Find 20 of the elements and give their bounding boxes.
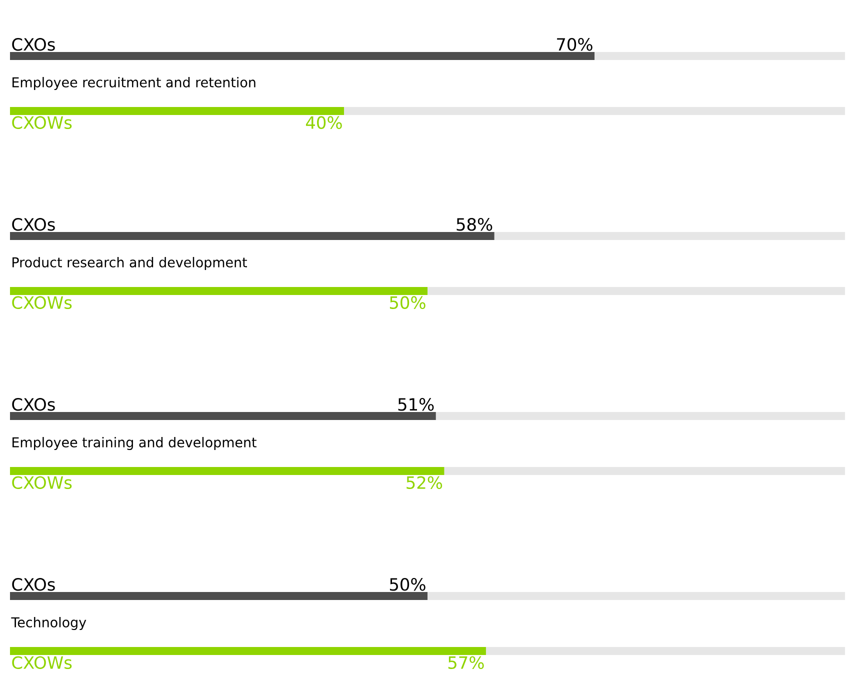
text: CXOs (12, 218, 55, 231)
data-label: 40% (306, 116, 342, 129)
text: CXOWs (12, 296, 72, 309)
text: CXOs (12, 38, 55, 51)
data-label: 51% (398, 398, 434, 411)
data-label: 50% (390, 296, 426, 309)
data-label: 70% (557, 38, 592, 51)
series-label: CXOWs (12, 116, 72, 129)
data-label: 58% (456, 218, 492, 231)
series-label: CXOs (12, 398, 55, 411)
data-label: 57% (448, 656, 484, 670)
y-tick-label: Employee recruitment and retention (12, 76, 256, 90)
y-tick-label: Product research and development (12, 256, 247, 270)
y-tick-label: Employee training and development (12, 436, 256, 450)
text: CXOWs (12, 476, 72, 489)
y-tick-label: Technology (11, 616, 86, 630)
data-label: 52% (406, 476, 442, 489)
text: CXOs (12, 578, 55, 591)
data-label: 50% (390, 578, 426, 591)
text: CXOWs (12, 656, 72, 670)
